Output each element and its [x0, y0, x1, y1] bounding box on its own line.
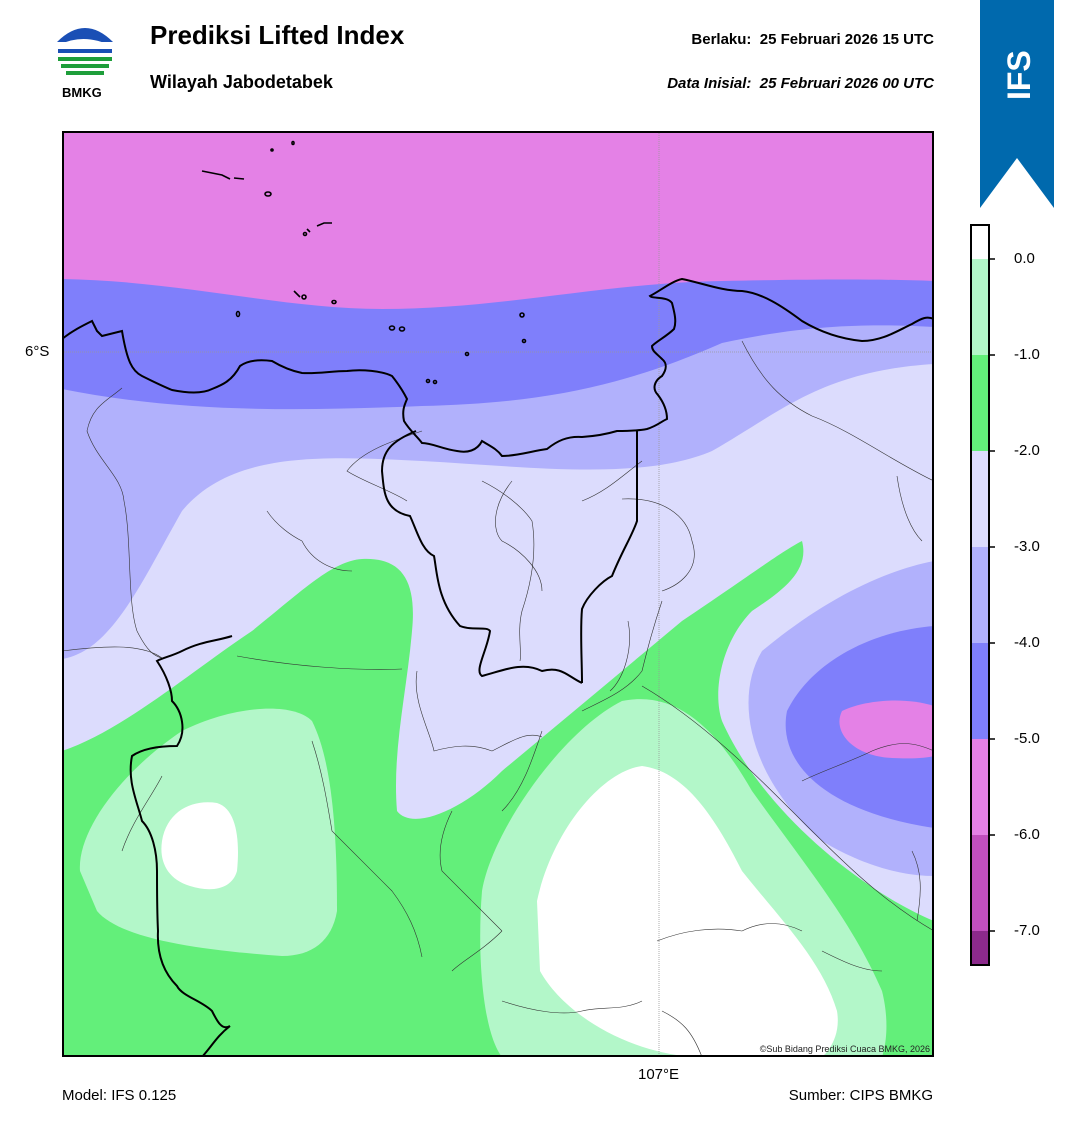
- regency-boundaries: [62, 340, 934, 1057]
- islands: [201, 140, 527, 385]
- colorbar-tick-label: -5.0: [1014, 730, 1040, 747]
- source-label: Sumber: CIPS BMKG: [788, 1087, 933, 1104]
- colorbar--3-to--4: [971, 547, 989, 643]
- colorbar--5-to--6: [971, 739, 989, 835]
- contour-band-above-0-south: [537, 766, 838, 1057]
- contour-band-above-0-west: [161, 802, 238, 890]
- colorbar-tick-label: -2.0: [1014, 442, 1040, 459]
- colorbar-below--7: [971, 931, 989, 965]
- map-subtitle: Wilayah Jabodetabek: [150, 72, 333, 92]
- colorbar-tick-label: -4.0: [1014, 634, 1040, 651]
- colorbar-frame: [970, 224, 990, 966]
- colorbar-ticks: [989, 258, 995, 932]
- bmkg-logo-icon: [55, 23, 115, 83]
- colorbar-tick-label: -6.0: [1014, 826, 1040, 843]
- colorbar-tick-label: 0.0: [1014, 250, 1035, 267]
- model-label: Model: IFS 0.125: [62, 1087, 177, 1104]
- lon-label-107e: 107°E: [638, 1066, 680, 1083]
- ribbon-text: IFS: [1001, 50, 1037, 100]
- colorbar-tick-label: -7.0: [1014, 922, 1040, 939]
- province-boundaries: [129, 430, 638, 1057]
- colorbar--2-to--3: [971, 451, 989, 547]
- colorbar--4-to--5: [971, 643, 989, 739]
- valid-time: Berlaku: 25 Februari 2026 15 UTC: [691, 31, 934, 48]
- lifted-index-map: [62, 131, 934, 1057]
- colorbar: [970, 224, 995, 966]
- colorbar--6-to--7: [971, 835, 989, 931]
- copyright-text: ©Sub Bidang Prediksi Cuaca BMKG, 2026: [759, 1044, 930, 1054]
- ifs-ribbon: IFS: [980, 0, 1054, 208]
- colorbar--1-to--2: [971, 355, 989, 451]
- colorbar-tick-label: -1.0: [1014, 346, 1040, 363]
- coastline: [62, 277, 934, 458]
- colorbar-0-to--1: [971, 259, 989, 355]
- init-time: Data Inisial: 25 Februari 2026 00 UTC: [667, 75, 934, 92]
- logo-text: BMKG: [62, 85, 102, 100]
- map-title: Prediksi Lifted Index: [150, 20, 405, 50]
- colorbar-tick-label: -3.0: [1014, 538, 1040, 555]
- lat-label-6s: 6°S: [25, 343, 50, 360]
- map-frame: [62, 131, 934, 1057]
- colorbar-above-0: [971, 225, 989, 259]
